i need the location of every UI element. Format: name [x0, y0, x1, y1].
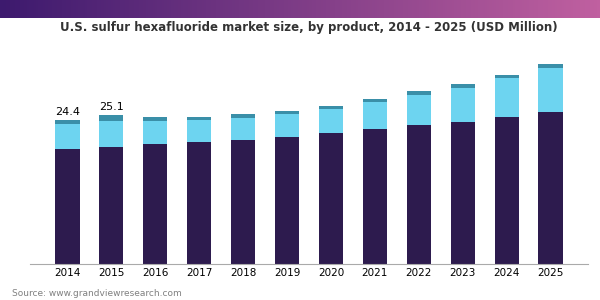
- Bar: [275, 114, 299, 137]
- Bar: [143, 117, 167, 121]
- Bar: [407, 95, 431, 125]
- Bar: [407, 125, 431, 264]
- Bar: [451, 84, 475, 88]
- Bar: [275, 137, 299, 264]
- Bar: [231, 114, 255, 118]
- Bar: [319, 133, 343, 264]
- Bar: [231, 140, 255, 264]
- Text: Source: www.grandviewresearch.com: Source: www.grandviewresearch.com: [12, 290, 182, 298]
- Text: 25.1: 25.1: [99, 102, 124, 112]
- Bar: [55, 148, 80, 264]
- Bar: [143, 121, 167, 144]
- Bar: [363, 99, 387, 102]
- Title: U.S. sulfur hexafluoride market size, by product, 2014 - 2025 (USD Million): U.S. sulfur hexafluoride market size, by…: [60, 21, 558, 34]
- Bar: [187, 142, 211, 264]
- Bar: [55, 124, 80, 148]
- Bar: [275, 111, 299, 114]
- Bar: [363, 129, 387, 264]
- Bar: [319, 110, 343, 133]
- Bar: [538, 112, 563, 264]
- Bar: [494, 117, 519, 264]
- Bar: [494, 78, 519, 117]
- Bar: [494, 74, 519, 78]
- Bar: [231, 118, 255, 140]
- Bar: [99, 147, 124, 264]
- Text: 24.4: 24.4: [55, 106, 80, 117]
- Bar: [99, 116, 124, 121]
- Bar: [187, 117, 211, 120]
- Bar: [143, 144, 167, 264]
- Bar: [538, 64, 563, 68]
- Bar: [319, 106, 343, 110]
- Bar: [55, 119, 80, 124]
- Bar: [538, 68, 563, 112]
- Bar: [187, 120, 211, 142]
- Bar: [99, 121, 124, 147]
- Bar: [451, 88, 475, 122]
- Bar: [363, 102, 387, 129]
- Bar: [407, 91, 431, 95]
- Bar: [451, 122, 475, 264]
